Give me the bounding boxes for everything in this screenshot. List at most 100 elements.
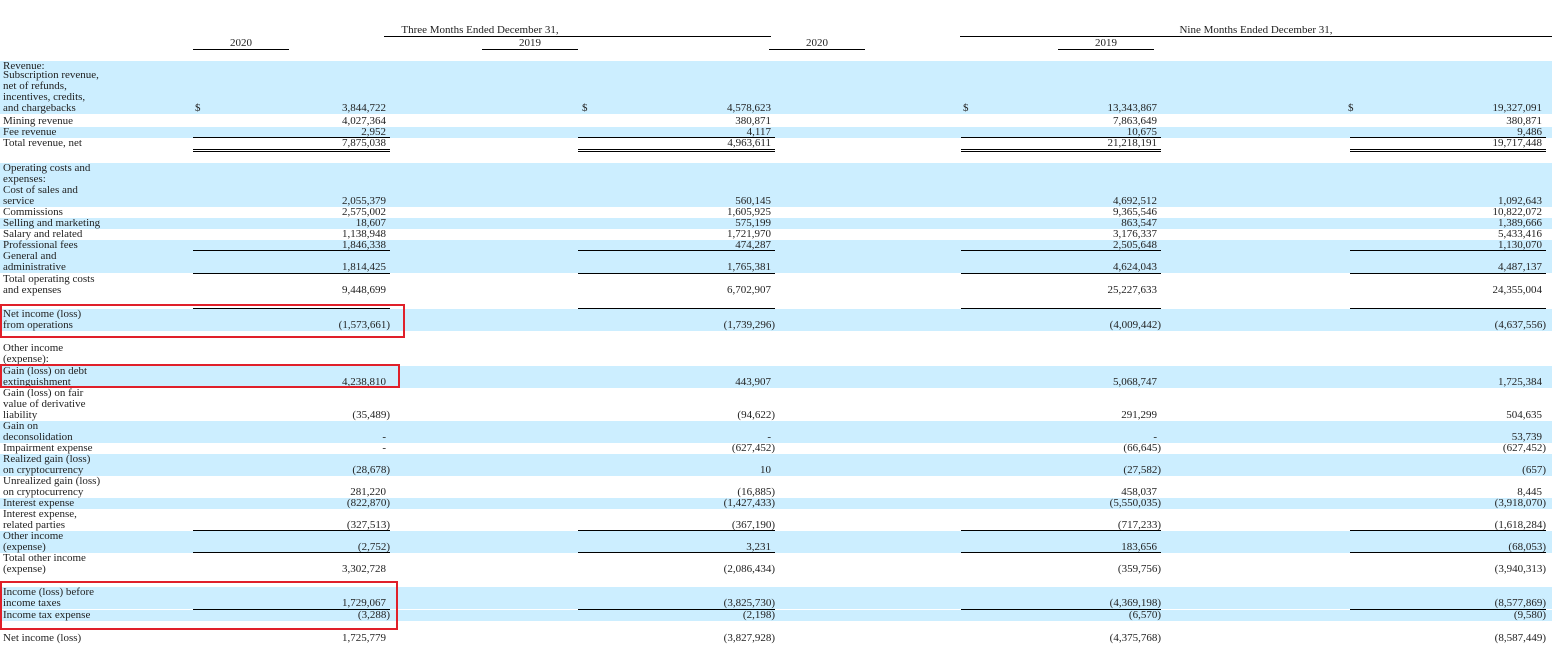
cell-value: (66,645) bbox=[1123, 442, 1161, 454]
subtotal-rule bbox=[1350, 273, 1546, 274]
cell-value: - bbox=[767, 431, 771, 443]
cell-value: 2,952 bbox=[361, 126, 386, 138]
row-label: Income (loss) before income taxes bbox=[3, 586, 95, 609]
row-label: Subscription revenue, net of refunds, in… bbox=[3, 69, 99, 114]
cell-value: (657) bbox=[1522, 464, 1546, 476]
subtotal-rule bbox=[193, 250, 390, 251]
cell-value: (4,375,768) bbox=[1109, 632, 1161, 644]
cell-value: (359,756) bbox=[1117, 563, 1161, 575]
cell-value: 2,575,002 bbox=[342, 206, 386, 218]
cell-value: 4,027,364 bbox=[342, 115, 386, 127]
cell-value: (4,637,556) bbox=[1494, 319, 1546, 331]
cell-value: - bbox=[382, 431, 386, 443]
cell-value: 9,365,546 bbox=[1113, 206, 1157, 218]
cell-value: (3,918,070) bbox=[1494, 497, 1546, 509]
row-label: Operating costs and expenses: bbox=[3, 162, 91, 185]
nine-months-rule bbox=[960, 36, 1552, 37]
cell-value: 2,505,648 bbox=[1113, 239, 1157, 251]
subtotal-rule bbox=[193, 308, 390, 309]
total-double-rule bbox=[578, 149, 775, 152]
row-band bbox=[0, 163, 1552, 185]
row-label: Interest expense, related parties bbox=[3, 508, 77, 531]
row-band bbox=[0, 454, 1552, 476]
row-band bbox=[0, 610, 1552, 621]
subtotal-rule bbox=[1350, 552, 1546, 553]
row-label: Gain on deconsolidation bbox=[3, 420, 73, 443]
cell-value: 3,231 bbox=[746, 541, 771, 553]
row-label: Mining revenue bbox=[3, 115, 73, 127]
three-months-rule bbox=[384, 36, 771, 37]
cell-value: 7,863,649 bbox=[1113, 115, 1157, 127]
cell-value: 1,138,948 bbox=[342, 228, 386, 240]
cell-value: (3,940,313) bbox=[1494, 563, 1546, 575]
row-band bbox=[0, 587, 1552, 609]
currency-symbol: $ bbox=[582, 102, 588, 114]
cell-value: (27,582) bbox=[1123, 464, 1161, 476]
cell-value: 291,299 bbox=[1121, 409, 1157, 421]
row-band bbox=[0, 127, 1552, 138]
cell-value: (2,198) bbox=[742, 609, 775, 621]
cell-value: (68,053) bbox=[1508, 541, 1546, 553]
subtotal-rule bbox=[578, 250, 775, 251]
cell-value: 13,343,867 bbox=[1107, 102, 1158, 114]
year-rule-3 bbox=[769, 49, 865, 50]
subtotal-rule bbox=[961, 308, 1161, 309]
cell-value: (8,587,449) bbox=[1494, 632, 1546, 644]
row-label: Impairment expense bbox=[3, 442, 93, 454]
row-label: Fee revenue bbox=[3, 126, 57, 138]
cell-value: 474,287 bbox=[735, 239, 771, 251]
cell-value: 5,433,416 bbox=[1498, 228, 1542, 240]
cell-value: (4,009,442) bbox=[1109, 319, 1161, 331]
subtotal-rule bbox=[961, 552, 1161, 553]
cell-value: 183,656 bbox=[1121, 541, 1157, 553]
row-label: Salary and related bbox=[3, 228, 83, 240]
currency-symbol: $ bbox=[195, 102, 201, 114]
row-label: General and administrative bbox=[3, 250, 66, 273]
row-label: Realized gain (loss) on cryptocurrency bbox=[3, 453, 91, 476]
row-band bbox=[0, 251, 1552, 273]
currency-symbol: $ bbox=[963, 102, 969, 114]
cell-value: 1,130,070 bbox=[1498, 239, 1542, 251]
cell-value: 4,578,623 bbox=[727, 102, 771, 114]
cell-value: 19,327,091 bbox=[1492, 102, 1543, 114]
cell-value: 4,238,810 bbox=[342, 376, 386, 388]
cell-value: - bbox=[1153, 431, 1157, 443]
cell-value: (327,513) bbox=[346, 519, 390, 531]
cell-value: (2,752) bbox=[357, 541, 390, 553]
subtotal-rule bbox=[578, 273, 775, 274]
cell-value: (3,288) bbox=[357, 609, 390, 621]
total-double-rule bbox=[961, 149, 1161, 152]
cell-value: 5,068,747 bbox=[1113, 376, 1157, 388]
year-rule-2 bbox=[482, 49, 578, 50]
row-band bbox=[0, 366, 1552, 388]
cell-value: (1,427,433) bbox=[723, 497, 775, 509]
row-label: Total other income (expense) bbox=[3, 552, 86, 575]
cell-value: 19,717,448 bbox=[1492, 137, 1543, 149]
subtotal-rule bbox=[578, 552, 775, 553]
cell-value: 9,448,699 bbox=[342, 284, 386, 296]
year-rule-4 bbox=[1058, 49, 1154, 50]
cell-value: 4,487,137 bbox=[1498, 261, 1542, 273]
cell-value: 458,037 bbox=[1121, 486, 1157, 498]
row-label: Cost of sales and service bbox=[3, 184, 78, 207]
cell-value: 18,607 bbox=[355, 217, 386, 229]
cell-value: 1,725,384 bbox=[1498, 376, 1542, 388]
cell-value: 10,675 bbox=[1126, 126, 1157, 138]
cell-value: 1,721,970 bbox=[727, 228, 771, 240]
cell-value: (28,678) bbox=[352, 464, 390, 476]
row-label: Net income (loss) bbox=[3, 632, 82, 644]
row-band bbox=[0, 61, 1552, 72]
cell-value: (1,573,661) bbox=[338, 319, 390, 331]
cell-value: (1,618,284) bbox=[1494, 519, 1546, 531]
nine-months-header: Nine Months Ended December 31, bbox=[1179, 24, 1333, 36]
row-label: Total revenue, net bbox=[3, 137, 82, 149]
subtotal-rule bbox=[961, 250, 1161, 251]
row-label: Revenue: bbox=[3, 60, 45, 72]
row-label: Gain (loss) on fair value of derivative … bbox=[3, 387, 86, 421]
cell-value: (6,570) bbox=[1128, 609, 1161, 621]
cell-value: 4,692,512 bbox=[1113, 195, 1157, 207]
cell-value: 1,092,643 bbox=[1498, 195, 1542, 207]
cell-value: 3,176,337 bbox=[1113, 228, 1157, 240]
highlight-income-before-taxes bbox=[0, 581, 398, 630]
cell-value: 504,635 bbox=[1506, 409, 1542, 421]
